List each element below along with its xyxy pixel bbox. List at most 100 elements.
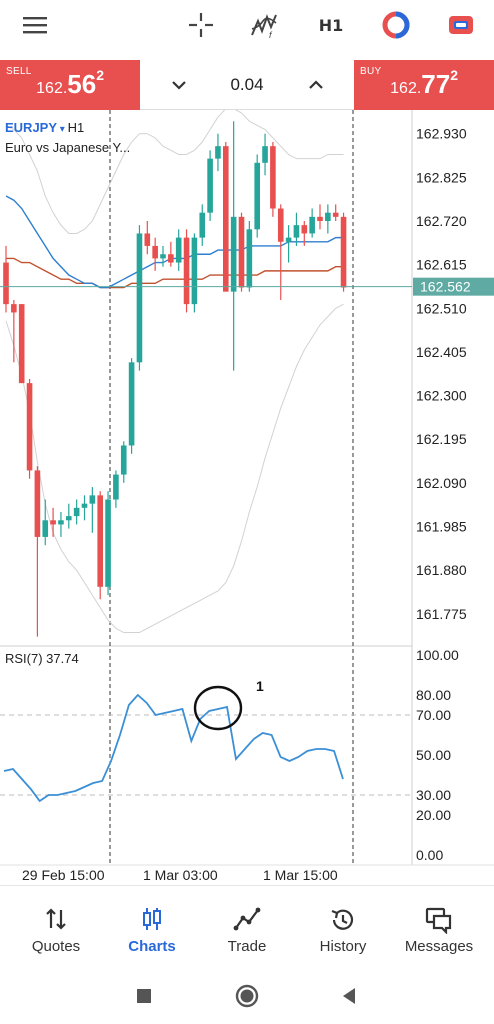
quotes-icon xyxy=(46,908,66,930)
price-tick-label: 162.090 xyxy=(416,475,467,491)
candle-body xyxy=(113,474,119,500)
chart-type-icon[interactable] xyxy=(380,8,412,42)
nav-charts-label: Charts xyxy=(128,938,176,955)
candle-body xyxy=(215,146,221,159)
current-price-label: 162.562 xyxy=(420,279,471,295)
candle-body xyxy=(301,225,308,234)
candle-body xyxy=(81,503,88,508)
candle-body xyxy=(66,516,72,521)
slow-ma-line xyxy=(6,257,344,289)
nav-history-label: History xyxy=(319,938,367,955)
menu-icon[interactable] xyxy=(20,8,50,42)
recent-apps-button[interactable] xyxy=(129,981,159,1011)
timeframe-button[interactable]: H1 xyxy=(318,15,344,35)
price-tick-label: 162.195 xyxy=(416,431,467,447)
sell-price: 162.562 xyxy=(36,67,104,99)
nav-history[interactable]: History xyxy=(294,886,392,966)
candle-body xyxy=(340,216,347,288)
nav-charts[interactable]: Charts xyxy=(103,886,201,966)
price-tick-label: 162.930 xyxy=(416,126,467,142)
price-tick-label: 162.720 xyxy=(416,213,467,229)
chart-canvas[interactable]: 162.930 162.825 162.720 162.615 162.510 162.4… xyxy=(0,108,494,885)
symbol-name: EURJPY xyxy=(5,120,58,135)
annotation-label: 1 xyxy=(256,678,264,694)
increase-lot-button[interactable] xyxy=(305,74,327,96)
nav-trade[interactable]: Trade xyxy=(198,886,296,966)
rsi-tick-label: 80.00 xyxy=(416,687,451,703)
candle-body xyxy=(105,499,111,587)
bollinger-lower-line xyxy=(5,303,344,634)
quote-bar: SELL 162.562 0.04 BUY 162.772 xyxy=(0,60,494,110)
candle-body xyxy=(309,216,315,234)
candle-body xyxy=(26,383,33,471)
buy-button[interactable]: BUY 162.772 xyxy=(354,60,494,110)
nav-messages-label: Messages xyxy=(404,938,474,955)
annotation-circle xyxy=(193,685,243,731)
time-tick-label: 1 Mar 15:00 xyxy=(263,867,338,883)
price-tick-label: 162.825 xyxy=(416,169,467,185)
price-chart[interactable]: 162.930 162.825 162.720 162.615 162.510 162.4… xyxy=(0,108,494,885)
candle-body xyxy=(183,237,190,305)
candle-body xyxy=(191,237,198,305)
price-tick-label: 162.615 xyxy=(416,257,467,273)
fast-ma-line xyxy=(5,195,344,289)
candle-body xyxy=(152,245,158,259)
chevron-down-icon xyxy=(172,81,186,90)
candle-body xyxy=(254,162,260,230)
nav-quotes[interactable]: Quotes xyxy=(7,886,105,966)
price-tick-label: 162.300 xyxy=(416,388,467,404)
symbol-description: Euro vs Japanese Y... xyxy=(5,140,131,155)
bottom-navigation: Quotes Charts Trade History Messages xyxy=(0,885,494,967)
candle-body xyxy=(175,237,182,263)
candle-body xyxy=(50,520,56,525)
candle-body xyxy=(160,254,166,259)
sell-button[interactable]: SELL 162.562 xyxy=(0,60,140,110)
time-tick-label: 29 Feb 15:00 xyxy=(22,867,105,883)
indicators-icon[interactable]: f xyxy=(248,8,280,42)
candle-body xyxy=(332,212,339,217)
candle-body xyxy=(262,146,268,163)
candle-body xyxy=(238,216,245,288)
chart-symbol: EURJPY ▾ H1 xyxy=(5,120,85,135)
candle-body xyxy=(230,216,237,292)
candle-body xyxy=(18,304,25,384)
top-toolbar: f H1 xyxy=(0,0,494,52)
nav-quotes-label: Quotes xyxy=(31,938,81,955)
candle-body xyxy=(73,507,80,517)
candle-body xyxy=(223,146,229,292)
candle-body xyxy=(3,262,9,305)
messages-icon xyxy=(425,907,452,934)
nav-messages[interactable]: Messages xyxy=(390,886,488,966)
home-button[interactable] xyxy=(232,981,262,1011)
decrease-lot-button[interactable] xyxy=(168,74,190,96)
square-icon xyxy=(137,989,151,1003)
lot-selector: 0.04 xyxy=(140,60,354,110)
crosshair-icon[interactable] xyxy=(185,8,217,42)
price-tick-label: 161.880 xyxy=(416,562,467,578)
candle-body xyxy=(270,146,276,209)
candle-body xyxy=(58,520,64,525)
one-click-trading-icon[interactable] xyxy=(445,8,477,42)
rsi-tick-label: 20.00 xyxy=(416,807,451,823)
candle-body xyxy=(199,212,206,238)
rsi-tick-label: 50.00 xyxy=(416,747,451,763)
system-navigation xyxy=(0,967,494,1024)
rsi-line xyxy=(3,693,344,803)
back-button[interactable] xyxy=(334,981,364,1011)
candle-body xyxy=(42,520,49,537)
buy-label: BUY xyxy=(360,66,382,77)
current-price-tag xyxy=(413,277,494,296)
lot-value[interactable]: 0.04 xyxy=(230,75,264,94)
chevron-up-icon xyxy=(309,80,323,89)
circle-icon xyxy=(235,984,259,1008)
rsi-tick-label: 0.00 xyxy=(416,847,443,863)
svg-text:f: f xyxy=(269,30,273,39)
symbol-timeframe: H1 xyxy=(67,120,85,135)
rsi-tick-label: 100.00 xyxy=(416,647,459,663)
candle-body xyxy=(246,229,253,288)
candle-body xyxy=(144,233,151,246)
time-tick-label: 1 Mar 03:00 xyxy=(143,867,218,883)
price-tick-label: 161.775 xyxy=(416,606,467,622)
sell-label: SELL xyxy=(6,66,32,77)
candle-body xyxy=(97,495,103,587)
